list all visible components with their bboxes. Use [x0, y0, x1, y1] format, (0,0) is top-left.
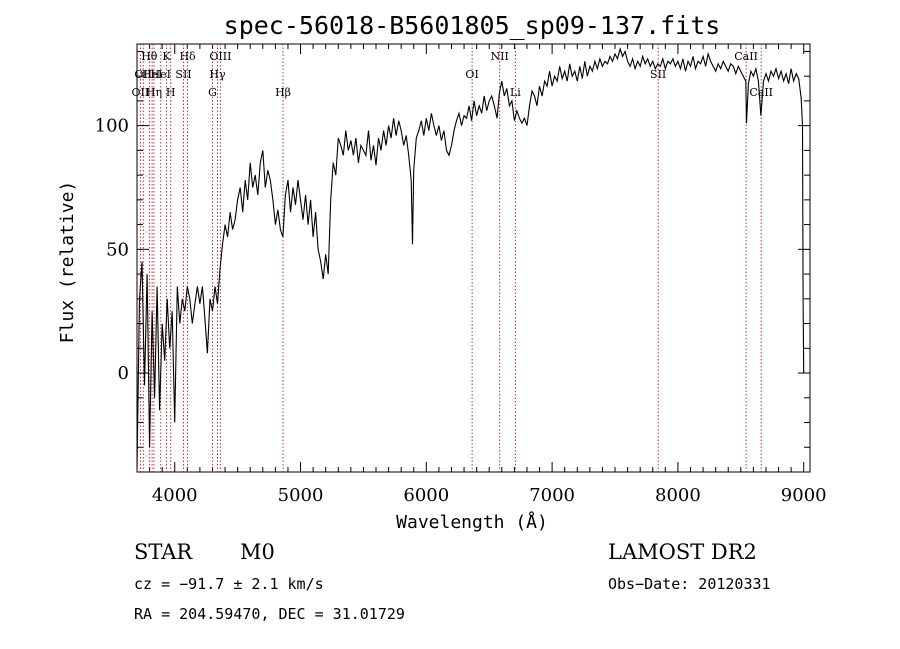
line-marker-label: H	[166, 86, 176, 99]
line-marker-label: Hγ	[209, 68, 226, 81]
y-tick-label: 50	[106, 239, 129, 260]
line-marker-label: G	[208, 86, 217, 99]
line-marker-label: SII	[650, 68, 666, 81]
survey-name: LAMOST DR2	[608, 540, 757, 564]
observation-date: Obs−Date: 20120331	[608, 575, 771, 593]
line-marker-label: K	[162, 50, 171, 63]
plot-frame	[136, 43, 811, 473]
y-tick-label: 100	[95, 116, 129, 137]
y-tick-label: 0	[118, 363, 129, 384]
line-marker-label: HeI	[142, 68, 162, 81]
x-tick-label: 4000	[152, 485, 198, 506]
line-marker-label: HeI	[151, 68, 171, 81]
x-tick-label: 5000	[278, 485, 324, 506]
object-subclass: M0	[240, 540, 275, 564]
line-marker-label: Hη	[146, 86, 162, 99]
line-marker-label: Hδ	[179, 50, 196, 63]
object-class: STAR	[134, 540, 193, 564]
line-marker-label: Hθ	[141, 50, 158, 63]
line-marker-label: OII	[132, 86, 150, 99]
line-marker-label: OII	[134, 68, 152, 81]
line-marker-label: NII	[491, 50, 509, 63]
spectrum-line	[136, 46, 805, 468]
y-axis-ticks: 0 50 100	[95, 116, 810, 384]
x-tick-label: 7000	[529, 485, 575, 506]
x-tick-label: 8000	[655, 485, 701, 506]
line-marker-label: CaII	[734, 50, 758, 63]
line-marker-label: OIII	[209, 50, 231, 63]
sky-coordinates: RA = 204.59470, DEC = 31.01729	[134, 605, 405, 623]
line-marker-label-group: OIIOIIHθHeIHηHeIKHSIIHδGHγOIIIHβOINIILiS…	[132, 50, 773, 99]
x-tick-label: 9000	[781, 485, 827, 506]
redshift-cz: cz = −91.7 ± 2.1 km/s	[134, 575, 324, 593]
x-axis-label: Wavelength (Å)	[396, 511, 548, 533]
x-tick-label: 6000	[403, 485, 449, 506]
y-axis-label: Flux (relative)	[57, 181, 78, 344]
line-marker-group	[139, 44, 762, 472]
line-marker-label: Hβ	[275, 86, 291, 99]
line-marker-label: OI	[465, 68, 478, 81]
x-axis-ticks: 4000 5000 6000 7000 8000 9000	[152, 44, 827, 506]
line-marker-label: Li	[510, 86, 521, 99]
chart-title: spec-56018-B5601805_sp09-137.fits	[224, 11, 721, 40]
line-marker-label: CaII	[749, 86, 773, 99]
line-marker-label: SII	[175, 68, 191, 81]
